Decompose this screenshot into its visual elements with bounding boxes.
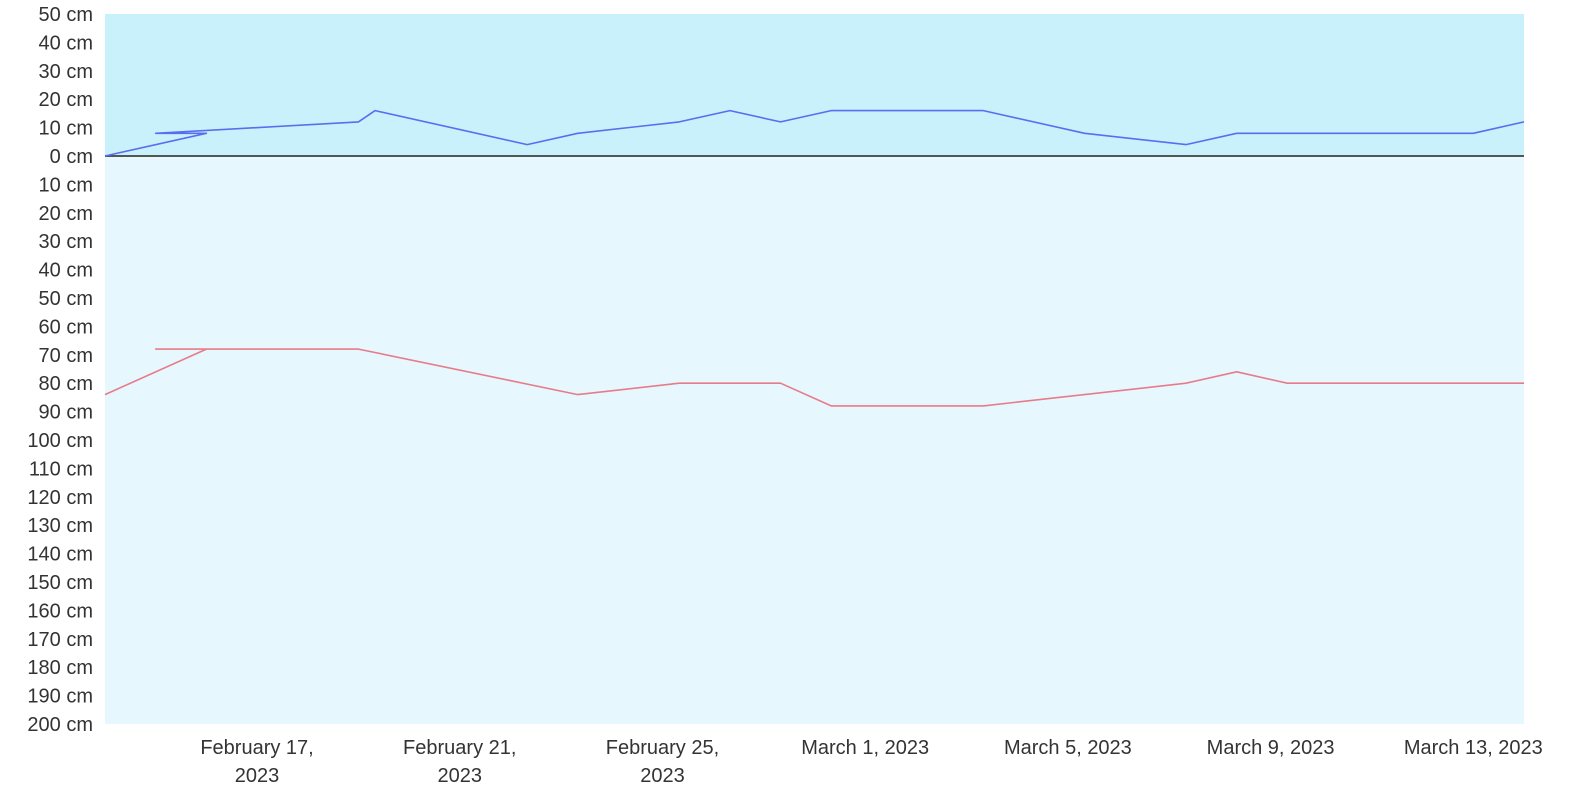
x-axis: February 17, 2023 February 21, 2023 February…	[200, 737, 1542, 787]
y-tick-label: 10 cm	[39, 174, 93, 196]
y-tick-label: 180 cm	[27, 657, 93, 679]
y-tick-label: 190 cm	[27, 686, 93, 708]
y-tick-label: 20 cm	[39, 203, 93, 225]
y-axis: 50 cm 40 cm 30 cm 20 cm 10 cm 0 cm 10 cm 20 cm 3…	[27, 4, 1524, 736]
y-tick-label: 140 cm	[27, 544, 93, 566]
region-band-0	[105, 14, 1524, 156]
y-tick-label: 150 cm	[27, 572, 93, 594]
y-tick-label: 0 cm	[50, 146, 93, 168]
background-regions	[105, 14, 1524, 724]
series-layer	[104, 109, 1525, 407]
y-tick-label: 30 cm	[39, 231, 93, 253]
y-tick-label: 10 cm	[39, 118, 93, 140]
y-tick-label: 200 cm	[27, 714, 93, 736]
y-tick-label: 40 cm	[39, 32, 93, 54]
y-tick-label: 80 cm	[39, 373, 93, 395]
y-tick-label: 170 cm	[27, 629, 93, 651]
y-tick-label: 100 cm	[27, 430, 93, 452]
x-tick-label: March 13, 2023	[1404, 737, 1543, 759]
y-tick-label: 110 cm	[29, 458, 93, 480]
x-tick-label: February 21, 2023	[403, 737, 516, 787]
y-tick-label: 20 cm	[39, 89, 93, 111]
x-tick-label: February 25, 2023	[606, 737, 719, 787]
y-tick-label: 40 cm	[39, 260, 93, 282]
y-tick-label: 70 cm	[39, 345, 93, 367]
y-tick-label: 120 cm	[27, 487, 93, 509]
y-tick-label: 90 cm	[39, 402, 93, 424]
y-tick-label: 160 cm	[27, 600, 93, 622]
y-tick-label: 60 cm	[39, 316, 93, 338]
y-tick-label: 50 cm	[39, 288, 93, 310]
y-tick-label: 130 cm	[27, 515, 93, 537]
x-tick-label: March 5, 2023	[1004, 737, 1132, 759]
x-tick-label: February 17, 2023	[200, 737, 313, 787]
x-tick-label: March 1, 2023	[801, 737, 929, 759]
region-band-1	[105, 156, 1524, 724]
x-tick-label: March 9, 2023	[1207, 737, 1335, 759]
y-tick-label: 50 cm	[39, 4, 93, 26]
y-tick-label: 30 cm	[39, 61, 93, 83]
